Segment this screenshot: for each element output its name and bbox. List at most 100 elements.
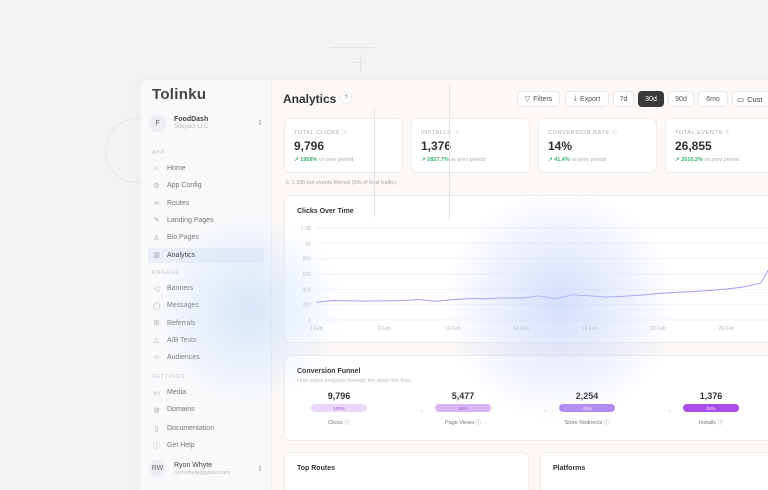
range-30d[interactable]: 30d — [638, 91, 664, 107]
funnel-label: Store Redirects ⓘ — [559, 418, 615, 426]
conversion-funnel-card: Conversion Funnel How users progress thr… — [284, 355, 768, 441]
sidebar-item-a-b-tests[interactable]: △A/B Tests — [148, 333, 264, 348]
x-tick-label: 22 Feb — [650, 326, 666, 332]
y-tick-label: 600 — [303, 272, 312, 278]
kpi-value: 9,796 — [294, 139, 324, 153]
kpi-card: TOTAL CLICKS ⓘ 9,796 ↗ 1958% vs prev perio… — [284, 118, 403, 173]
funnel-title: Conversion Funnel — [297, 368, 360, 375]
sidebar-item-banners[interactable]: ◁Banners — [148, 281, 264, 296]
org-sub: Sitepact LLC — [174, 124, 257, 130]
page-title: Analytics — [283, 92, 336, 106]
filters-button[interactable]: ▽Filters — [517, 91, 560, 107]
sidebar-item-referrals[interactable]: ⊞Referrals — [148, 316, 264, 331]
kpi-delta: ↗ 2827.7% vs prev period — [421, 157, 485, 163]
chevron-updown-icon: ⇕ — [257, 119, 263, 127]
sidebar-item-landing-pages[interactable]: ✎Landing Pages — [148, 213, 264, 228]
funnel-value: 1,376 — [683, 391, 739, 401]
pen-icon: ✎ — [152, 216, 161, 224]
user-email: ryonwhyte@gmail.com — [174, 470, 257, 476]
funnel-bar: 56% — [435, 404, 491, 412]
calendar-icon: ▭ — [737, 95, 744, 104]
sidebar-item-home[interactable]: ⌂Home — [148, 161, 264, 176]
kpi-delta: ↗ 41.4% vs prev period — [548, 157, 606, 163]
funnel-value: 5,477 — [435, 391, 491, 401]
section-app: APP — [152, 150, 165, 156]
image-icon: ▭ — [152, 389, 161, 397]
sidebar-item-audiences[interactable]: ☺Audiences — [148, 350, 264, 365]
funnel-label: Installs ⓘ — [683, 418, 739, 426]
sidebar-item-documentation[interactable]: ▯Documentation — [148, 421, 264, 436]
kpi-card: CONVERSION RATE ⓘ 14% ↗ 41.4% vs prev peri… — [538, 118, 657, 173]
sidebar-item-domains[interactable]: ◍Domains — [148, 402, 264, 417]
platforms-title: Platforms — [553, 465, 585, 472]
kpi-label: INSTALLS ⓘ — [421, 128, 460, 136]
kpi-value: 26,855 — [675, 139, 712, 153]
funnel-step: 1,376 61% Installs ⓘ — [683, 391, 739, 426]
logo: Tolinku — [152, 86, 206, 103]
range-custom-label: Cust — [747, 95, 762, 104]
sidebar-item-app-config[interactable]: ⚙App Config — [148, 178, 264, 193]
section-settings: SETTINGS — [152, 374, 185, 380]
y-tick-label: 800 — [303, 257, 312, 263]
funnel-step: 5,477 56% Page Views ⓘ — [435, 391, 491, 426]
kpi-label: TOTAL EVENTS ⓘ — [675, 128, 731, 136]
funnel-label: Page Views ⓘ — [435, 418, 491, 426]
funnel-value: 2,254 — [559, 391, 615, 401]
range-90d[interactable]: 90d — [668, 91, 694, 107]
export-button[interactable]: ⤓Export — [565, 91, 609, 107]
kpi-delta: ↗ 1958% vs prev period — [294, 157, 353, 163]
y-tick-label: 400 — [303, 287, 312, 293]
funnel-bar: 61% — [683, 404, 739, 412]
kpi-label: CONVERSION RATE ⓘ — [548, 128, 618, 136]
link-icon: ∞ — [152, 200, 161, 207]
filter-icon: ▽ — [525, 95, 530, 103]
sidebar-item-media[interactable]: ▭Media — [148, 385, 264, 400]
megaphone-icon: ◁ — [152, 285, 161, 293]
kpi-delta: ↗ 2016.2% vs prev period — [675, 157, 739, 163]
gear-icon: ⚙ — [152, 182, 161, 190]
message-icon: ◯ — [152, 302, 161, 310]
user-avatar: RW — [149, 460, 166, 477]
download-icon: ⤓ — [574, 95, 577, 103]
help-icon: ⓘ — [152, 441, 161, 451]
kpi-label: TOTAL CLICKS ⓘ — [294, 128, 348, 136]
range-custom[interactable]: ▭Cust — [732, 91, 768, 107]
chevron-right-icon: › — [420, 406, 423, 415]
gift-icon: ⊞ — [152, 319, 161, 327]
bar-chart-icon: ▥ — [152, 251, 161, 259]
sidebar-item-analytics[interactable]: ▥Analytics — [148, 248, 264, 263]
range-6mo[interactable]: 6mo — [698, 91, 728, 107]
range-7d[interactable]: 7d — [613, 91, 634, 107]
book-icon: ▯ — [152, 425, 161, 433]
top-routes-title: Top Routes — [297, 465, 335, 472]
y-tick-label: 200 — [303, 303, 312, 309]
user-name: Ryon Whyte — [174, 462, 257, 469]
home-icon: ⌂ — [152, 165, 161, 172]
x-tick-label: 14 Feb — [513, 326, 529, 332]
funnel-bar: 100% — [311, 404, 367, 412]
kpi-value: 1,376 — [421, 139, 451, 153]
funnel-subtitle: How users progress through the deep link… — [297, 378, 411, 384]
clicks-series-line — [316, 254, 768, 302]
platforms-card: Platforms — [540, 452, 768, 490]
kpi-value: 14% — [548, 139, 572, 153]
help-button[interactable]: ? — [340, 92, 352, 104]
funnel-value: 9,796 — [311, 391, 367, 401]
sidebar-item-bio-pages[interactable]: ♙Bio Pages — [148, 230, 264, 245]
sidebar-item-routes[interactable]: ∞Routes — [148, 196, 264, 211]
users-icon: ☺ — [152, 354, 161, 361]
x-tick-label: 10 Feb — [445, 326, 461, 332]
org-avatar: F — [149, 115, 166, 132]
top-routes-card: Top Routes — [284, 452, 529, 490]
kpi-card: TOTAL EVENTS ⓘ 26,855 ↗ 2016.2% vs prev pe… — [665, 118, 768, 173]
globe-icon: ◍ — [152, 406, 161, 414]
sidebar-item-messages[interactable]: ◯Messages — [148, 298, 264, 313]
